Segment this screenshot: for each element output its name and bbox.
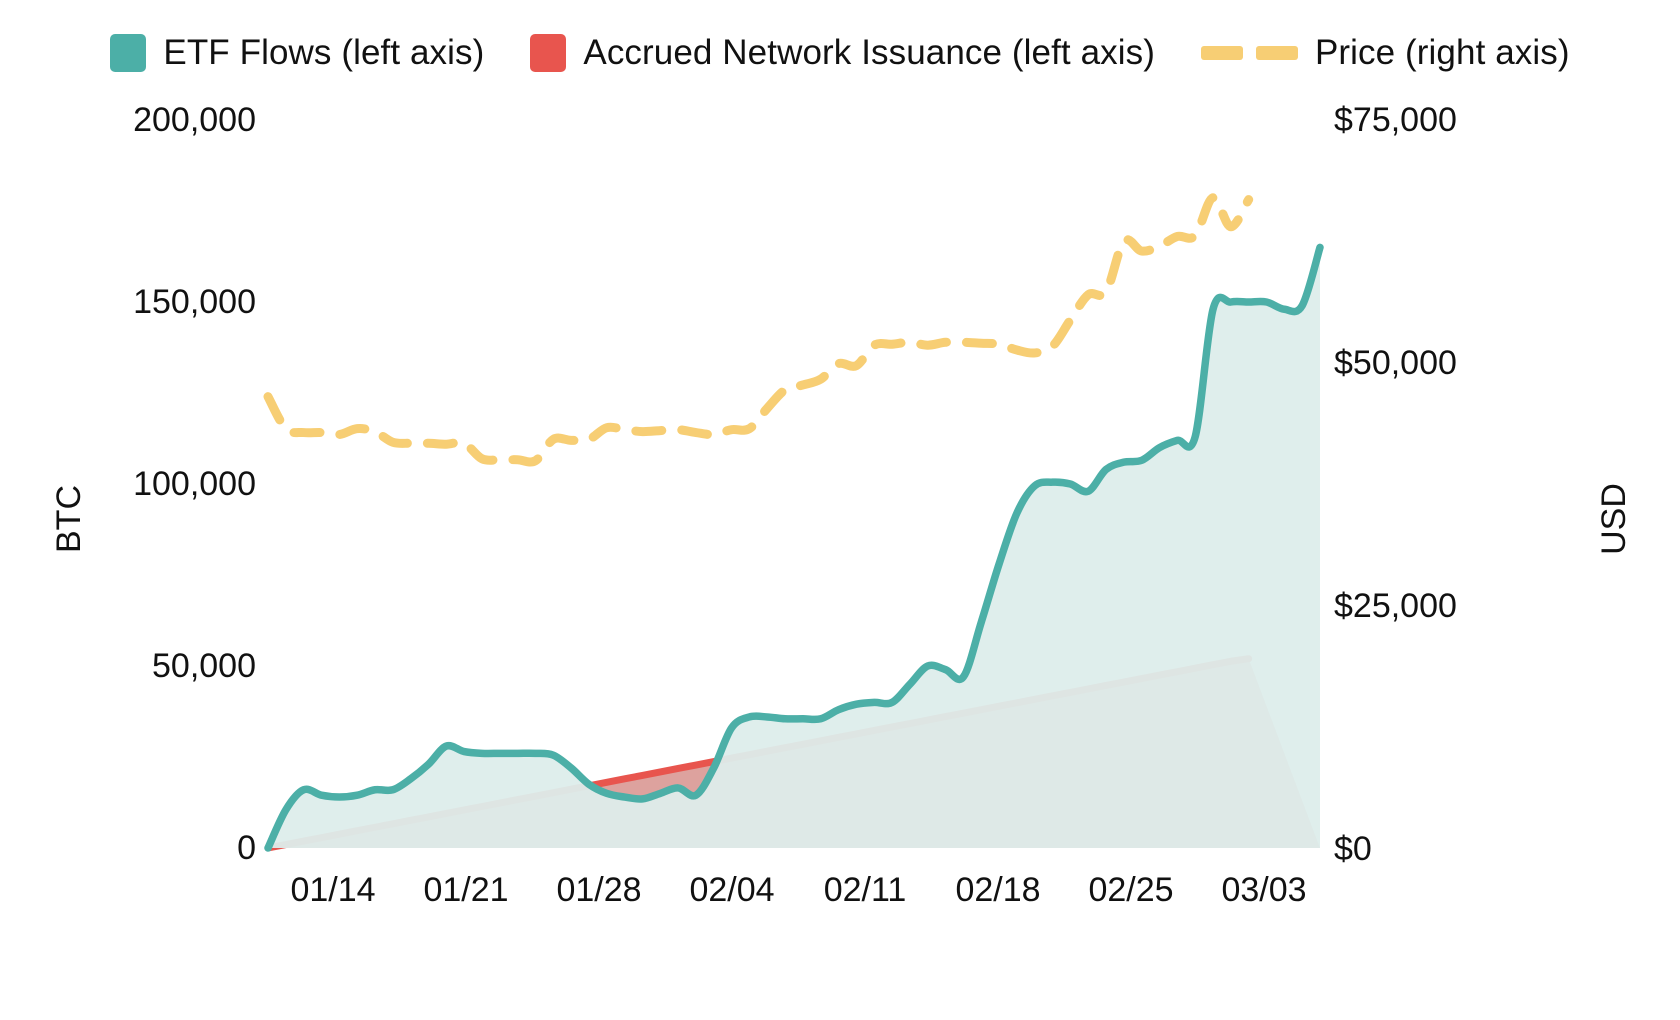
y-axis-left-tick-2: 100,000 [133, 465, 256, 503]
accrued-network-issuance-swatch-icon [530, 34, 567, 72]
price-line [263, 193, 1254, 467]
y-axis-left-tick-3: 50,000 [152, 647, 256, 685]
x-axis-tick-2: 01/28 [556, 871, 642, 909]
x-axis-tick-3: 02/04 [689, 871, 775, 909]
y-axis-right-tick-2: $25,000 [1334, 587, 1457, 625]
y-axis-left-tick-1: 150,000 [133, 283, 256, 321]
x-axis-tick-6: 02/25 [1088, 871, 1174, 909]
x-axis-tick-4: 02/11 [823, 871, 907, 909]
chart-legend: ETF Flows (left axis) Accrued Network Is… [0, 18, 1680, 88]
etf-flows-swatch-icon [110, 34, 147, 72]
y-axis-left-tick-0: 200,000 [133, 101, 256, 139]
y-axis-left-title: BTC [50, 485, 88, 553]
legend-label-accrued-network-issuance: Accrued Network Issuance (left axis) [583, 33, 1155, 72]
etf-flows-area [264, 243, 1324, 852]
legend-item-price[interactable]: Price (right axis) [1200, 33, 1570, 72]
y-axis-right-title: USD [1595, 483, 1633, 555]
x-axis-tick-5: 02/18 [955, 871, 1041, 909]
legend-item-accrued-network-issuance[interactable]: Accrued Network Issuance (left axis) [530, 34, 1155, 72]
legend-item-etf-flows[interactable]: ETF Flows (left axis) [110, 34, 484, 72]
x-axis-tick-1: 01/21 [423, 871, 509, 909]
y-axis-right-tick-0: $75,000 [1334, 101, 1457, 139]
y-axis-right-tick-1: $50,000 [1334, 344, 1457, 382]
legend-label-price: Price (right axis) [1314, 33, 1570, 72]
price-dashed-swatch-icon [1200, 46, 1298, 60]
y-axis-left-tick-4: 0 [237, 829, 256, 867]
x-axis-tick-0: 01/14 [290, 871, 376, 909]
y-axis-right-tick-3: $0 [1334, 830, 1372, 868]
x-axis-tick-7: 03/03 [1221, 871, 1307, 909]
legend-label-etf-flows: ETF Flows (left axis) [163, 33, 485, 72]
